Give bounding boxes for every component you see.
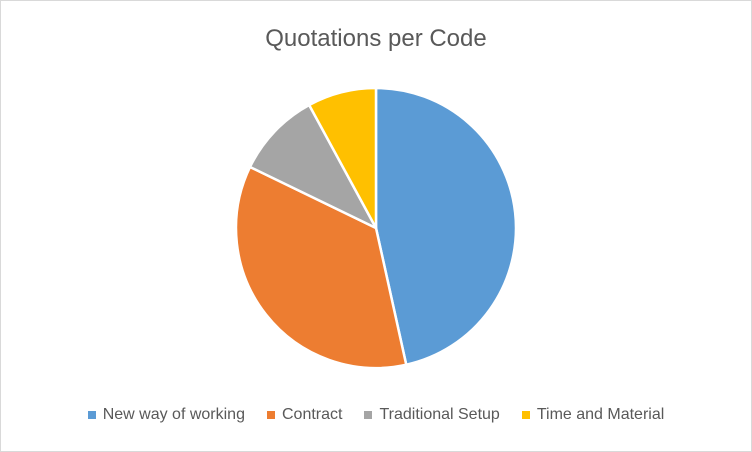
legend-item-new-way-of-working: New way of working — [87, 406, 245, 424]
legend-item-traditional-setup: Traditional Setup — [364, 406, 500, 424]
pie-slice-contract — [234, 165, 408, 370]
legend-swatch-new-way-of-working — [87, 411, 96, 419]
legend-item-contract: Contract — [266, 406, 343, 424]
legend-swatch-time-and-material — [521, 411, 530, 419]
legend-label-contract: Contract — [281, 406, 343, 423]
legend-label-time-and-material: Time and Material — [536, 406, 665, 423]
pie-slice-traditional-setup — [248, 103, 378, 230]
pie-slice-time-and-material — [307, 86, 378, 230]
legend-swatch-traditional-setup — [364, 411, 373, 419]
legend-swatch-contract — [266, 411, 275, 419]
chart-title: Quotations per Code — [265, 25, 487, 52]
pie-slice-new-way-of-working — [374, 86, 518, 366]
legend-label-traditional-setup: Traditional Setup — [379, 406, 500, 423]
legend-label-new-way-of-working: New way of working — [102, 406, 245, 423]
legend: New way of working Contract Traditional Se… — [1, 406, 751, 424]
legend-item-time-and-material: Time and Material — [521, 406, 665, 424]
